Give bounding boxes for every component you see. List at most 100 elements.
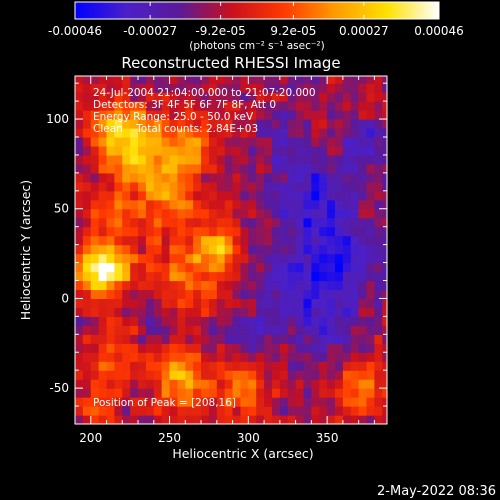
heatmap-cell [161,190,171,201]
heatmap-cell [75,172,84,183]
heatmap-cell [319,217,328,228]
heatmap-cell [256,343,265,353]
heatmap-cell [90,397,100,407]
heatmap-cell [82,217,92,228]
heatmap-cell [177,325,186,335]
heatmap-cell [216,145,226,156]
heatmap-cell [114,181,123,192]
heatmap-cell [342,262,352,273]
heatmap-cell [271,271,281,282]
heatmap-cell [161,83,171,93]
heatmap-cell [161,128,171,138]
heatmap-cell [287,307,297,317]
heatmap-cell [335,361,344,371]
heatmap-cell [130,199,139,210]
heatmap-cell [279,92,289,102]
heatmap-cell [358,397,368,407]
heatmap-cell [75,289,84,300]
heatmap-cell [216,325,226,335]
heatmap-cell [201,163,210,174]
heatmap-cell [82,208,92,219]
heatmap-cell [114,307,123,317]
heatmap-cell [358,128,368,138]
heatmap-cell [248,352,257,362]
heatmap-cell [193,406,202,416]
heatmap-cell [374,280,383,291]
heatmap-cell [122,262,131,273]
heatmap-cell [256,379,265,389]
heatmap-cell [177,172,186,183]
heatmap-cell [319,316,328,326]
heatmap-cell [130,101,139,111]
heatmap-cell [358,163,368,174]
heatmap-cell [138,190,147,201]
heatmap-cell [279,280,289,291]
heatmap-cell [106,172,115,183]
heatmap-cell [145,298,155,309]
heatmap-cell [122,244,131,255]
heatmap-cell [350,316,360,326]
heatmap-cell [114,83,123,93]
heatmap-cell [295,298,305,309]
heatmap-cell [177,343,186,353]
heatmap-cell [342,172,352,183]
heatmap-cell [303,83,312,93]
heatmap-cell [98,226,108,237]
heatmap-cell [201,271,210,282]
heatmap-cell [279,119,289,129]
heatmap-cell [114,76,123,84]
heatmap-cell [327,325,336,335]
heatmap-cell [193,119,202,129]
heatmap-cell [335,190,344,201]
heatmap-cell [82,226,92,237]
heatmap-cell [106,163,115,174]
heatmap-cell [82,253,92,264]
heatmap-cell [366,379,375,389]
heatmap-cell [216,181,226,192]
heatmap-cell [232,253,242,264]
heatmap-cell [311,298,320,309]
heatmap-cell [382,316,387,326]
heatmap-cell [138,172,147,183]
heatmap-cell [201,136,210,147]
heatmap-cell [153,352,163,362]
heatmap-cell [295,181,305,192]
heatmap-cell [185,172,194,183]
heatmap-cell [90,181,100,192]
heatmap-cell [90,325,100,335]
heatmap-cell [264,244,273,255]
heatmap-cell [264,226,273,237]
heatmap-cell [279,262,289,273]
heatmap-cell [208,217,218,228]
annotation-energy-range: Energy Range: 25.0 - 50.0 keV [93,111,254,123]
heatmap-cell [153,76,163,84]
heatmap-cell [145,163,155,174]
heatmap-cell [208,101,218,111]
heatmap-cell [98,199,108,210]
heatmap-cell [256,101,265,111]
heatmap-cell [295,379,305,389]
heatmap-cell [193,145,202,156]
heatmap-cell [327,101,336,111]
heatmap-cell [153,172,163,183]
heatmap-cell [114,145,123,156]
heatmap-cell [106,119,115,129]
heatmap-cell [169,110,179,120]
heatmap-cell [350,397,360,407]
heatmap-cell [311,172,320,183]
heatmap-cell [98,128,108,138]
heatmap-cell [177,244,186,255]
heatmap-cell [279,253,289,264]
heatmap-cell [295,280,305,291]
x-tick-label: 200 [79,431,102,445]
heatmap-cell [374,172,383,183]
heatmap-cell [240,370,249,380]
heatmap-cell [303,316,312,326]
heatmap-cell [224,110,234,120]
heatmap-cell [145,370,155,380]
heatmap-cell [145,379,155,389]
heatmap-cell [138,145,147,156]
heatmap-cell [193,343,202,353]
heatmap-cell [169,190,179,201]
